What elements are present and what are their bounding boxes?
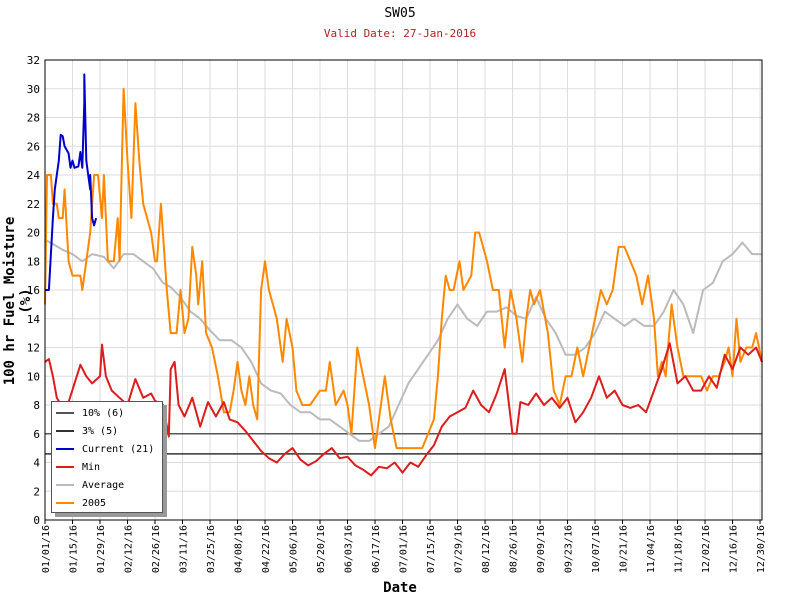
x-tick-label: 01/15/16	[69, 525, 80, 573]
y-tick-label: 32	[27, 54, 40, 67]
legend-item-threshold-3: 3% (5)	[56, 424, 118, 438]
x-tick-label: 09/23/16	[564, 525, 575, 573]
x-tick-label: 10/07/16	[591, 525, 602, 573]
chart-subtitle: Valid Date: 27-Jan-2016	[323, 27, 477, 40]
y-tick-label: 4	[33, 457, 40, 470]
y-tick-label: 8	[33, 399, 40, 412]
plot-border	[44, 59, 763, 521]
y-tick-label: 6	[33, 428, 40, 441]
series-line-2005	[44, 87, 763, 450]
legend: 10% (6) 3% (5) Current (21) Min Average …	[51, 401, 163, 513]
x-tick-label: 05/06/16	[289, 525, 300, 573]
legend-label: Min	[82, 461, 101, 473]
y-tick-label: 24	[27, 169, 41, 182]
x-tick-label: 03/25/16	[206, 525, 217, 573]
legend-item-threshold-10: 10% (6)	[56, 406, 124, 420]
x-tick-label: 06/03/16	[344, 525, 355, 573]
series-line-min	[44, 342, 763, 477]
x-tick-label: 07/15/16	[426, 525, 437, 573]
y-tick-label: 16	[27, 284, 40, 297]
y-tick-label: 14	[27, 313, 41, 326]
chart-title: SW05	[384, 6, 416, 21]
x-tick-label: 06/17/16	[371, 525, 382, 573]
y-axis-label: 100 hr Fuel Moisture (%)	[2, 216, 34, 386]
y-tick-label: 12	[27, 342, 40, 355]
legend-swatch	[56, 502, 74, 504]
x-tick-label: 12/16/16	[729, 525, 740, 573]
legend-item-min: Min	[56, 460, 100, 474]
series-group	[44, 73, 763, 477]
x-tick-label: 09/09/16	[536, 525, 547, 573]
legend-label: 2005	[82, 497, 107, 509]
x-tick-label: 07/29/16	[454, 525, 465, 573]
series-line-current-21	[45, 73, 98, 291]
y-tick-label: 2	[33, 485, 40, 498]
legend-swatch	[56, 484, 74, 486]
legend-swatch	[56, 412, 74, 414]
x-tick-label: 05/20/16	[316, 525, 327, 573]
x-tick-label: 11/18/16	[674, 525, 685, 573]
x-tick-label: 01/01/16	[41, 525, 52, 573]
series-line-average	[44, 238, 762, 442]
x-tick-label: 08/26/16	[509, 525, 520, 573]
x-tick-label: 03/11/16	[179, 525, 190, 573]
legend-item-current: Current (21)	[56, 442, 154, 456]
y-tick-label: 20	[27, 227, 40, 240]
x-tick-label: 04/08/16	[234, 525, 245, 573]
legend-label: 3% (5)	[82, 425, 119, 437]
x-axis-label: Date	[383, 580, 417, 596]
x-tick-label: 08/12/16	[481, 525, 492, 573]
y-tick-label: 10	[27, 370, 40, 383]
y-tick-label: 18	[27, 255, 40, 268]
legend-swatch	[56, 466, 74, 468]
x-tick-label: 07/01/16	[399, 525, 410, 573]
y-tick-label: 22	[27, 198, 40, 211]
legend-label: Current (21)	[82, 443, 155, 455]
legend-item-average: Average	[56, 478, 124, 492]
x-tick-label: 04/22/16	[261, 525, 272, 573]
legend-label: Average	[82, 479, 125, 491]
y-tick-label: 26	[27, 140, 40, 153]
legend-swatch	[56, 430, 74, 432]
x-tick-label: 12/02/16	[701, 525, 712, 573]
x-tick-label: 01/29/16	[96, 525, 107, 573]
legend-item-2005: 2005	[56, 496, 106, 510]
x-tick-label: 12/30/16	[756, 525, 767, 573]
x-tick-label: 10/21/16	[619, 525, 630, 573]
legend-swatch	[56, 448, 74, 450]
y-tick-label: 30	[27, 83, 40, 96]
threshold-lines	[45, 433, 762, 455]
x-tick-label: 11/04/16	[646, 525, 657, 573]
x-tick-label: 02/12/16	[124, 525, 135, 573]
x-tick-label: 02/26/16	[151, 525, 162, 573]
y-tick-label: 0	[33, 514, 40, 527]
legend-label: 10% (6)	[82, 407, 125, 419]
x-axis: 01/01/16 01/15/16 01/29/16 02/12/16 02/26/16…	[41, 520, 767, 573]
y-tick-label: 28	[27, 112, 40, 125]
